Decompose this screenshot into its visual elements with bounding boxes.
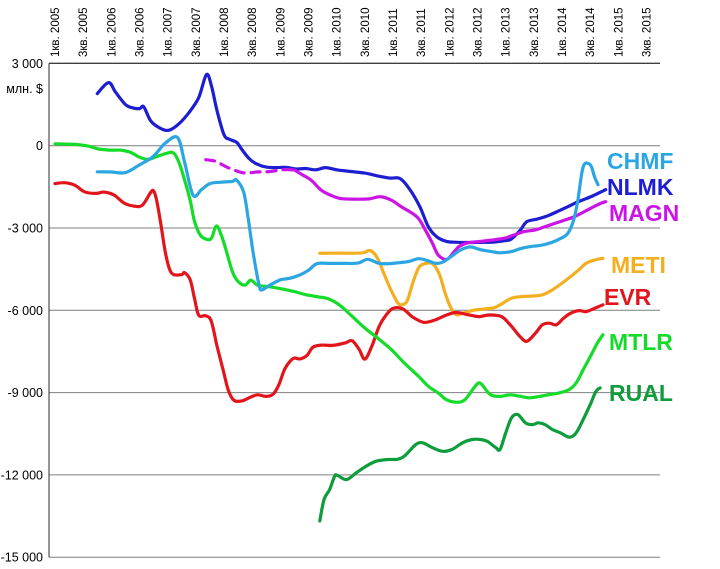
series-MAGN-line — [292, 168, 608, 262]
x-axis-tick-label: 1кв. 2008 — [219, 7, 231, 57]
legend-label-MTLR: MTLR — [609, 329, 673, 355]
y-axis-tick-label: -3 000 — [8, 222, 43, 236]
x-axis-tick-label: 1кв. 2009 — [275, 7, 287, 57]
x-axis-tick-label: 1кв. 2005 — [50, 7, 62, 57]
series-RUAL-line — [318, 386, 602, 523]
x-axis-tick-label: 1кв. 2007 — [163, 7, 175, 57]
y-axis-tick-label: -12 000 — [1, 468, 43, 482]
y-axis-tick-label: 0 — [36, 139, 43, 153]
x-axis-tick-label: 3кв. 2014 — [585, 7, 597, 57]
x-axis-tick-label: 1кв. 2013 — [501, 7, 513, 57]
series-EVR-line — [53, 181, 605, 404]
x-axis-tick-label: 3кв. 2006 — [135, 7, 147, 57]
series-NLMK-line — [95, 72, 608, 245]
x-axis-tick-label: 3кв. 2010 — [360, 7, 372, 57]
y-axis-tick-label: -6 000 — [8, 304, 43, 318]
x-axis-tick-label: 3кв. 2007 — [191, 7, 203, 57]
x-axis-tick-label: 3кв. 2008 — [247, 7, 259, 57]
x-axis-tick-label: 1кв. 2014 — [557, 7, 569, 57]
x-axis-tick-label: 1кв. 2012 — [444, 7, 456, 57]
x-axis-tick-label: 3кв. 2012 — [473, 7, 485, 57]
x-axis-tick-label: 3кв. 2013 — [529, 7, 541, 57]
legend-label-METI: METI — [611, 252, 666, 278]
y-axis-unit-label: млн. $ — [6, 82, 43, 96]
x-axis-tick-label: 3кв. 2009 — [304, 7, 316, 57]
y-axis-tick-label: -15 000 — [1, 551, 43, 565]
x-axis-tick-label: 3кв. 2005 — [78, 7, 90, 57]
x-axis-tick-label: 3кв. 2015 — [642, 7, 654, 57]
legend-label-NLMK: NLMK — [607, 174, 674, 200]
y-axis-tick-label: -9 000 — [8, 386, 43, 400]
series-CHMF-line — [95, 135, 600, 292]
x-axis-tick-label: 3кв. 2011 — [416, 8, 428, 57]
legend-label-EVR: EVR — [604, 284, 652, 310]
series-METI-line — [318, 248, 605, 317]
series-MTLR-line — [53, 142, 605, 404]
x-axis-tick-label: 1кв. 2011 — [388, 8, 400, 57]
legend-label-MAGN: MAGN — [609, 200, 679, 226]
legend-label-CHMF: CHMF — [607, 148, 673, 174]
x-axis-tick-label: 1кв. 2010 — [332, 7, 344, 57]
y-axis-tick-label: 3 000 — [12, 57, 43, 71]
legend-label-RUAL: RUAL — [609, 380, 673, 406]
x-axis-tick-label: 1кв. 2015 — [613, 7, 625, 57]
x-axis-tick-label: 1кв. 2006 — [106, 7, 118, 57]
